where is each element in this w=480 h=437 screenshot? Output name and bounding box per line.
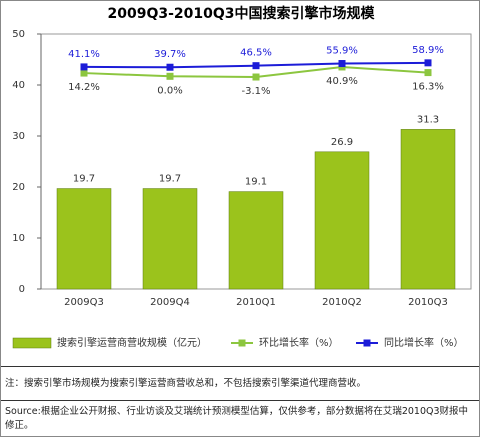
- marker: [424, 59, 432, 67]
- bar-value-label: 19.1: [245, 177, 267, 188]
- line-value-label: 14.2%: [68, 82, 100, 93]
- y-tick-label: 10: [12, 233, 25, 244]
- y-tick-label: 30: [12, 131, 25, 142]
- marker: [252, 62, 260, 70]
- marker: [80, 63, 88, 71]
- source-note: Source:根据企业公开财报、行业访谈及艾瑞统计预测模型估算，仅供参考，部分数…: [5, 406, 469, 431]
- marker: [166, 63, 174, 71]
- line-value-label: -3.1%: [241, 86, 270, 97]
- x-tick-label: 2010Q3: [408, 297, 448, 308]
- legend-marker: [363, 339, 371, 347]
- line-value-label: 40.9%: [326, 76, 358, 87]
- line-value-label: 41.1%: [68, 49, 100, 60]
- marker: [80, 69, 88, 77]
- y-tick-label: 20: [12, 182, 25, 193]
- legend-swatch: [12, 337, 52, 349]
- legend-label: 搜索引擎运营商营收规模（亿元）: [57, 336, 207, 349]
- bar: [314, 151, 370, 290]
- bar: [142, 188, 198, 290]
- legend-label: 同比增长率（%）: [384, 336, 464, 349]
- bar-value-label: 19.7: [159, 174, 181, 185]
- chart: 2009Q3-2010Q3中国搜索引擎市场规模 0 10 20 30 40 50 2009Q…: [12, 5, 472, 349]
- y-tick-label: 0: [19, 284, 25, 295]
- y-tick-label: 40: [12, 80, 25, 91]
- legend-marker: [238, 339, 246, 347]
- separator: [1, 366, 479, 367]
- marker: [338, 60, 346, 68]
- x-tick-label: 2009Q4: [150, 297, 190, 308]
- note: 注：搜索引擎市场规模为搜索引擎运营商营收总和，不包括搜索引擎渠道代理商营收。: [5, 378, 367, 389]
- bar-value-label: 19.7: [73, 174, 95, 185]
- x-tick-label: 2010Q1: [236, 297, 276, 308]
- line-value-label: 39.7%: [154, 49, 186, 60]
- bar-value-label: 31.3: [417, 114, 439, 125]
- line-value-label: 0.0%: [157, 85, 182, 96]
- bar-value-label: 26.9: [331, 137, 353, 148]
- x-tick-label: 2009Q3: [64, 297, 104, 308]
- legend-label: 环比增长率（%）: [259, 336, 339, 349]
- line-value-label: 46.5%: [240, 48, 272, 59]
- line-value-label: 55.9%: [326, 46, 358, 57]
- chart-title: 2009Q3-2010Q3中国搜索引擎市场规模: [107, 5, 375, 22]
- line-value-label: 58.9%: [412, 45, 444, 56]
- y-tick-label: 50: [12, 29, 25, 40]
- separator: [1, 400, 479, 401]
- bar: [400, 129, 456, 290]
- line-value-label: 16.3%: [412, 82, 444, 93]
- bar: [228, 191, 284, 290]
- bar: [56, 188, 112, 290]
- marker: [166, 72, 174, 80]
- x-tick-label: 2010Q2: [322, 297, 362, 308]
- marker: [424, 69, 432, 77]
- marker: [252, 73, 260, 81]
